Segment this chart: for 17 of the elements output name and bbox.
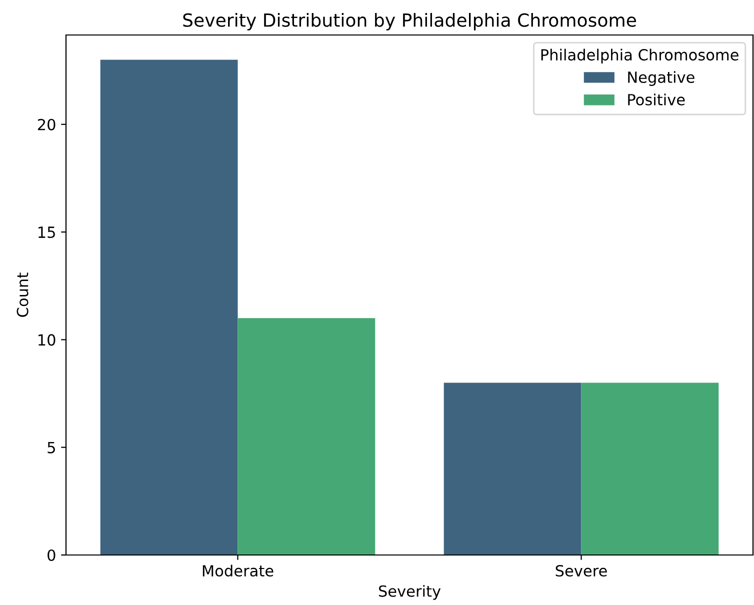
y-tick-label: 10 <box>38 334 56 346</box>
chart-title: Severity Distribution by Philadelphia Chromosome <box>183 12 636 30</box>
y-tick-label: 15 <box>38 226 55 238</box>
x-tick-label: Moderate <box>202 564 274 577</box>
legend-title: Philadelphia Chromosome <box>541 48 738 64</box>
bar <box>444 382 582 555</box>
legend-label: Negative <box>628 71 694 86</box>
y-tick-label: 0 <box>48 549 56 562</box>
x-axis-title: Severity <box>378 585 441 600</box>
bar <box>238 318 376 555</box>
bar <box>100 60 238 555</box>
y-tick-label: 5 <box>48 442 55 454</box>
bar <box>581 382 719 555</box>
y-axis-title: Count <box>16 272 28 317</box>
y-tick-label: 20 <box>38 118 56 130</box>
x-tick-label: Severe <box>556 564 607 577</box>
legend-label: Positive <box>628 94 685 106</box>
